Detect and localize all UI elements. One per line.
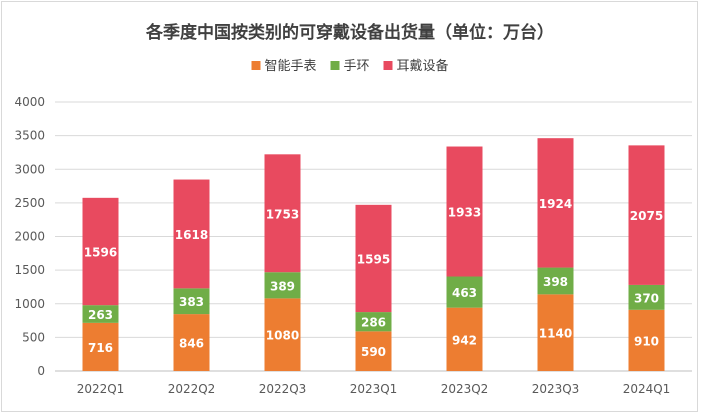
chart-title: 各季度中国按类别的可穿戴设备出货量（单位：万台）	[145, 22, 554, 43]
data-label: 263	[88, 308, 113, 322]
data-label: 2075	[630, 209, 663, 223]
bar-segment	[355, 331, 392, 371]
legend-label: 手环	[344, 59, 370, 74]
data-label: 463	[452, 286, 477, 300]
legend-label: 耳戴设备	[397, 58, 449, 74]
x-tick-label: 2023Q3	[532, 382, 580, 396]
bar-segment	[446, 146, 483, 277]
data-label: 910	[634, 334, 659, 348]
y-tick-label: 3500	[14, 129, 45, 143]
data-label: 1933	[448, 206, 481, 220]
y-tick-label: 2000	[14, 230, 45, 244]
data-label: 389	[270, 279, 295, 293]
bar-segment	[537, 138, 574, 268]
bar-segment	[264, 154, 301, 273]
bar-segment	[446, 307, 483, 371]
legend-swatch	[251, 61, 261, 70]
bar-segment	[537, 294, 574, 371]
y-tick-label: 1500	[14, 263, 45, 277]
data-label: 286	[361, 316, 386, 330]
data-label: 1595	[357, 252, 390, 266]
x-tick-label: 2023Q2	[441, 382, 489, 396]
x-tick-label: 2022Q2	[168, 382, 216, 396]
data-label: 1080	[266, 329, 299, 343]
y-tick-label: 4000	[14, 95, 45, 109]
bar-segment	[82, 322, 119, 371]
y-tick-label: 1000	[14, 297, 45, 311]
y-tick-label: 0	[37, 364, 45, 378]
x-tick-label: 2022Q3	[259, 382, 307, 396]
y-tick-label: 500	[22, 330, 45, 344]
bar-segment	[537, 267, 574, 295]
bar-segment	[173, 179, 210, 289]
legend-swatch	[330, 61, 340, 70]
data-label: 590	[361, 345, 386, 359]
data-label: 1596	[84, 245, 117, 259]
bar-segment	[355, 312, 392, 332]
bar-segment	[264, 272, 301, 299]
bars: 716 263 1596 846 383 1618 1080 389 1753 590 286 159…	[82, 138, 665, 371]
legend-swatch	[383, 61, 393, 70]
data-label: 398	[543, 275, 568, 289]
bar-segment	[628, 284, 665, 310]
data-label: 846	[179, 337, 204, 351]
bar-segment	[82, 197, 119, 306]
data-label: 1140	[539, 327, 572, 341]
bar-segment	[173, 314, 210, 371]
data-label: 716	[88, 341, 113, 355]
data-label: 942	[452, 333, 477, 347]
x-tick-label: 2024Q1	[623, 382, 671, 396]
chart-legend: 智能手表 手环 耳戴设备	[251, 58, 449, 74]
data-label: 1753	[266, 207, 299, 221]
y-tick-label: 3000	[14, 162, 45, 176]
data-label: 370	[634, 291, 659, 305]
bar-segment	[264, 298, 301, 371]
y-tick-label: 2500	[14, 196, 45, 210]
bar-segment	[446, 276, 483, 308]
data-label: 1924	[539, 197, 572, 211]
bar-segment	[628, 309, 665, 371]
legend-label: 智能手表	[265, 59, 317, 74]
y-axis: 0 500 1000 1500 2000 2500 3000 3500 4000	[14, 95, 45, 378]
bar-segment	[173, 288, 210, 315]
bar-segment	[628, 145, 665, 285]
x-tick-label: 2023Q1	[350, 382, 398, 396]
x-tick-label: 2022Q1	[77, 382, 125, 396]
x-axis: 2022Q1 2022Q2 2022Q3 2023Q1 2023Q2 2023Q3 2024…	[77, 382, 671, 396]
data-label: 1618	[175, 228, 208, 242]
bar-segment	[355, 204, 392, 313]
data-label: 383	[179, 295, 204, 309]
bar-segment	[82, 305, 119, 323]
